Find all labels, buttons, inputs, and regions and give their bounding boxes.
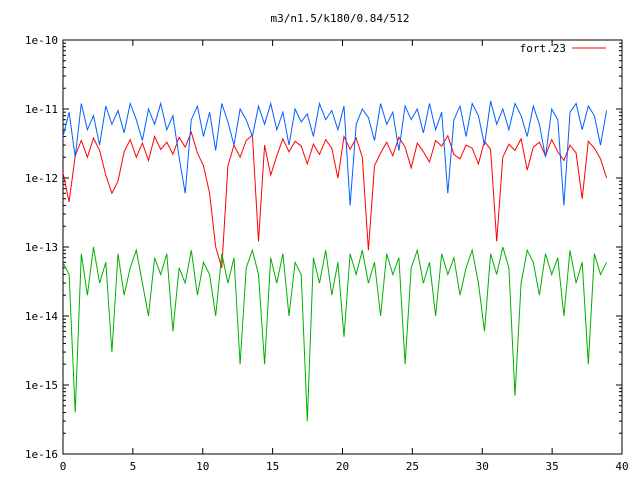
y-tick-label: 1e-12 xyxy=(25,172,58,185)
series-layer xyxy=(62,100,608,422)
y-tick-label: 1e-15 xyxy=(25,379,58,392)
y-tick-label: 1e-10 xyxy=(25,34,58,47)
legend-label: fort.23 xyxy=(520,42,566,55)
x-tick-label: 0 xyxy=(60,460,67,473)
series-line-3 xyxy=(62,246,608,422)
y-tick-label: 1e-13 xyxy=(25,241,58,254)
y-tick-label: 1e-11 xyxy=(25,103,58,116)
series-line-2 xyxy=(62,100,608,206)
plot-frame xyxy=(62,39,623,455)
x-tick-label: 40 xyxy=(615,460,628,473)
legend: fort.23 xyxy=(520,42,606,55)
y-axis: 1e-16 1e-15 1e-14 1e-13 1e-12 1e-11 1e-10 xyxy=(25,34,622,461)
x-tick-label: 10 xyxy=(196,460,209,473)
y-tick-label: 1e-14 xyxy=(25,310,58,323)
x-tick-label: 30 xyxy=(476,460,489,473)
x-tick-label: 25 xyxy=(406,460,419,473)
y-tick-label: 1e-16 xyxy=(25,448,58,461)
series-line-1 xyxy=(62,130,608,268)
x-tick-label: 20 xyxy=(336,460,349,473)
x-tick-label: 5 xyxy=(130,460,137,473)
x-axis: 0 5 10 15 20 25 30 35 40 xyxy=(60,40,629,473)
x-tick-label: 15 xyxy=(266,460,279,473)
x-tick-label: 35 xyxy=(546,460,559,473)
chart-title: m3/n1.5/k180/0.84/512 xyxy=(270,12,409,25)
